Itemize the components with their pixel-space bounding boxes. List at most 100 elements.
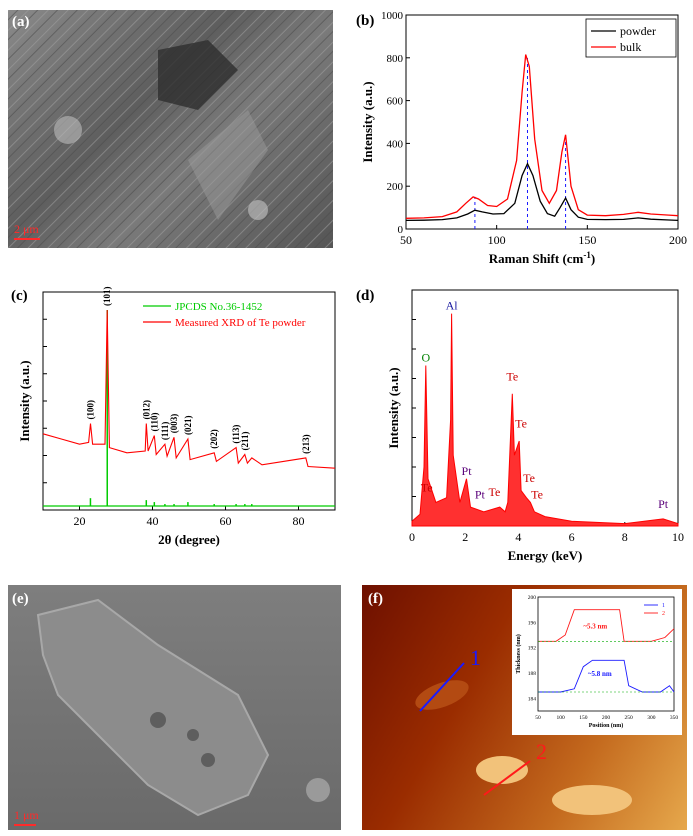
panel-label-e: (e) xyxy=(12,591,29,607)
panel-label-f: (f) xyxy=(368,591,383,607)
measured-xrd-line xyxy=(42,309,336,469)
element-label: Pt xyxy=(475,487,486,501)
inset-profile-1 xyxy=(538,659,675,693)
element-label: Al xyxy=(446,299,459,313)
x-axis-label-close: ) xyxy=(591,251,595,266)
inset-profile-2 xyxy=(538,609,675,642)
y-axis-label: Intensity (a.u.) xyxy=(17,360,32,441)
element-label: Te xyxy=(531,487,543,501)
y-tick-label: 1000 xyxy=(381,10,404,22)
legend-label: bulk xyxy=(620,40,641,54)
x-axis-label: Energy (keV) xyxy=(508,548,583,563)
y-tick-label: 600 xyxy=(387,96,404,108)
series-line-powder xyxy=(405,162,679,222)
x-tick-label: 80 xyxy=(293,514,305,528)
inset-x-tick-label: 350 xyxy=(670,715,679,721)
x-tick-label: 4 xyxy=(515,530,521,544)
legend-box xyxy=(585,18,677,58)
y-tick-label: 0 xyxy=(398,224,404,236)
scale-bar-label-a: 2 μm xyxy=(14,222,39,236)
panel-label-a: (a) xyxy=(12,14,30,30)
peak-label: (101) xyxy=(102,287,112,307)
inset-annotation-1: ~5.8 nm xyxy=(588,670,612,678)
x-axis-label: 2θ (degree) xyxy=(158,532,220,547)
sem-texture-a xyxy=(8,10,333,248)
y-tick-label: 400 xyxy=(387,138,404,150)
inset-x-tick-label: 100 xyxy=(557,715,566,721)
raman-chart: (b) 50 100 150 200 Raman Shift (cm-1) Intensit… xyxy=(356,10,687,266)
profile-line-2 xyxy=(483,760,531,796)
x-tick-label: 200 xyxy=(669,233,687,247)
peak-label: (021) xyxy=(183,416,193,436)
peak-label: (211) xyxy=(240,431,250,450)
x-axis-label: Raman Shift (cm-1) xyxy=(489,250,595,266)
scale-bar-line-e xyxy=(14,824,36,826)
element-label: Pt xyxy=(462,464,473,478)
inset-legend-label: 1 xyxy=(662,603,665,609)
scale-bar-line-a xyxy=(14,238,40,240)
peak-label: (100) xyxy=(85,400,95,420)
inset-frame xyxy=(537,596,675,712)
legend-label: JPCDS No.36-1452 xyxy=(175,301,262,313)
inset-y-tick-label: 188 xyxy=(528,671,537,677)
inset-y-tick-label: 192 xyxy=(528,646,537,652)
legend-label: Measured XRD of Te powder xyxy=(175,317,306,329)
x-tick-label: 8 xyxy=(622,530,628,544)
peak-label: (202) xyxy=(209,429,219,449)
inset-y-tick-label: 184 xyxy=(528,696,537,702)
peak-label: (012) xyxy=(141,400,151,420)
afm-image-f: 1 2 (f) 50 100 150 200 250 300 350 184 188 192 196… xyxy=(362,585,687,830)
eds-spectrum xyxy=(411,313,679,527)
sem-image-a: (a) 2 μm xyxy=(8,10,333,248)
sem-texture-e xyxy=(36,598,330,817)
x-tick-label: 50 xyxy=(400,233,412,247)
afm-overlay: 1 2 xyxy=(415,645,632,815)
peak-label: (003) xyxy=(169,414,179,434)
inset-x-tick-label: 150 xyxy=(579,715,588,721)
element-label: Te xyxy=(506,369,518,383)
x-tick-label: 60 xyxy=(220,514,232,528)
peak-label: (111) xyxy=(160,422,170,441)
element-label: Te xyxy=(515,417,527,431)
scale-bar-label-e: 1 μm xyxy=(14,808,39,822)
y-tick-label: 200 xyxy=(387,181,404,193)
inset-y-label: Thickness (nm) xyxy=(515,634,522,674)
element-label: Te xyxy=(489,485,501,499)
x-tick-label: 150 xyxy=(578,233,596,247)
eds-chart: (d) 0 2 4 6 8 10 Energy (keV) Intensity (a.u.) O A… xyxy=(356,288,684,563)
series-line-bulk xyxy=(405,54,679,219)
panel-label: (d) xyxy=(356,288,374,304)
x-tick-label: 0 xyxy=(409,530,415,544)
peak-label: (213) xyxy=(301,434,311,454)
x-tick-label: 2 xyxy=(462,530,468,544)
x-tick-label: 40 xyxy=(147,514,159,528)
line-label-2: 2 xyxy=(536,739,547,764)
line-label-1: 1 xyxy=(470,645,481,670)
x-tick-label: 100 xyxy=(488,233,506,247)
inset-legend-label: 2 xyxy=(662,611,665,617)
y-tick-label: 800 xyxy=(387,53,404,65)
legend-label: powder xyxy=(620,24,656,38)
x-tick-label: 10 xyxy=(672,530,684,544)
y-axis-label: Intensity (a.u.) xyxy=(386,367,401,448)
x-tick-label: 20 xyxy=(74,514,86,528)
scale-bar-a: 2 μm xyxy=(14,222,40,240)
peak-label: (113) xyxy=(231,425,241,444)
panel-label: (b) xyxy=(356,13,374,29)
scale-bar-e: 1 μm xyxy=(14,808,39,826)
profile-line-1 xyxy=(419,662,465,712)
inset-x-tick-label: 200 xyxy=(602,715,611,721)
afm-inset-chart: 50 100 150 200 250 300 350184188192196200Posit… xyxy=(512,589,682,735)
inset-x-tick-label: 50 xyxy=(535,715,541,721)
element-label: Pt xyxy=(658,497,669,511)
y-axis-label: Intensity (a.u.) xyxy=(360,81,375,162)
panel-label: (c) xyxy=(11,288,28,304)
xrd-chart: (c) 20 40 60 80 2θ (degree) Intensity (a.u.) (1… xyxy=(11,287,336,547)
inset-y-tick-label: 200 xyxy=(528,595,537,601)
inset-y-tick-label: 196 xyxy=(528,620,537,626)
inset-annotation-2: ~5.3 nm xyxy=(583,623,607,631)
element-label: Te xyxy=(421,480,433,494)
x-tick-label: 6 xyxy=(569,530,575,544)
inset-x-label: Position (nm) xyxy=(589,722,624,729)
x-axis-label-sup: -1 xyxy=(583,250,591,260)
